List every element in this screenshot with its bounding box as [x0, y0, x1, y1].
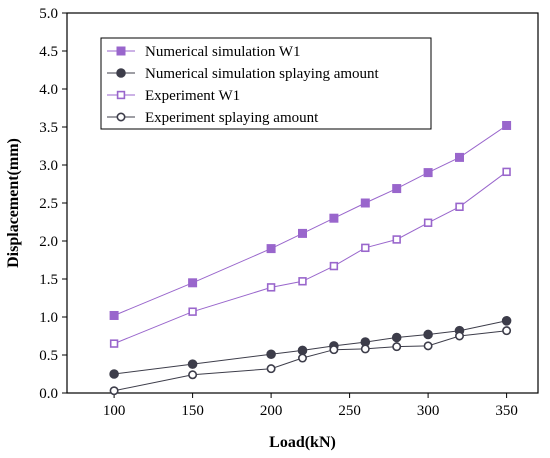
- x-tick-label: 300: [417, 403, 440, 419]
- data-point: [329, 213, 339, 223]
- legend-marker: [116, 68, 126, 78]
- data-point: [423, 168, 433, 178]
- legend-marker: [116, 112, 126, 122]
- legend-label: Numerical simulation splaying amount: [145, 66, 380, 82]
- data-point: [188, 278, 198, 288]
- y-tick-label: 5.0: [39, 6, 58, 22]
- y-tick-label: 0.0: [39, 386, 58, 402]
- series-line: [113, 171, 507, 345]
- x-axis-title: Load(kN): [269, 434, 336, 451]
- data-point: [360, 344, 370, 354]
- series-line: [113, 125, 507, 316]
- y-tick-label: 2.0: [39, 234, 58, 250]
- data-point: [109, 369, 119, 379]
- y-tick-label: 2.5: [39, 196, 58, 212]
- series-1: [109, 120, 512, 320]
- data-point: [266, 244, 276, 254]
- series-layer: [109, 120, 512, 396]
- legend: Numerical simulation W1 Numerical simulat…: [100, 37, 432, 130]
- data-point: [266, 349, 276, 360]
- data-point: [297, 345, 308, 356]
- data-point: [266, 283, 276, 292]
- data-point: [455, 202, 464, 211]
- x-tick-label: 250: [338, 403, 361, 419]
- data-point: [109, 339, 119, 348]
- x-axis: 100 150 200 250 300 350: [103, 393, 518, 419]
- data-point: [423, 341, 433, 351]
- y-tick-label: 1.0: [39, 310, 58, 326]
- legend-item: Experiment W1: [107, 88, 240, 104]
- y-tick-label: 3.0: [39, 158, 58, 174]
- data-point: [188, 370, 198, 380]
- data-point: [392, 184, 402, 194]
- data-point: [329, 261, 339, 271]
- data-point: [297, 353, 307, 363]
- data-point: [298, 277, 307, 286]
- y-tick-label: 1.5: [39, 272, 58, 288]
- data-point: [360, 198, 370, 208]
- data-point: [361, 243, 370, 253]
- legend-marker: [116, 46, 126, 56]
- data-point: [502, 326, 512, 336]
- data-point: [423, 218, 433, 227]
- series-4: [109, 326, 512, 396]
- x-tick-label: 350: [495, 403, 518, 419]
- data-point: [502, 167, 511, 177]
- data-point: [501, 316, 512, 326]
- data-point: [392, 342, 402, 352]
- data-point: [298, 228, 307, 238]
- y-tick-label: 0.5: [39, 348, 58, 364]
- data-point: [392, 235, 401, 244]
- legend-label: Experiment splaying amount: [145, 110, 319, 126]
- y-axis-title: Displacement(mm): [5, 138, 22, 268]
- data-point: [188, 307, 197, 316]
- data-point: [423, 329, 433, 340]
- y-tick-label: 4.0: [39, 82, 58, 98]
- legend-label: Numerical simulation W1: [145, 44, 301, 60]
- data-point: [329, 345, 339, 355]
- legend-item: Numerical simulation splaying amount: [107, 66, 380, 82]
- data-point: [109, 386, 119, 396]
- data-point: [391, 332, 402, 343]
- y-tick-label: 3.5: [39, 120, 58, 136]
- x-tick-label: 100: [103, 403, 126, 419]
- legend-item: Numerical simulation W1: [107, 44, 301, 60]
- legend-marker: [116, 90, 126, 100]
- x-tick-label: 150: [181, 403, 204, 419]
- series-line: [114, 330, 507, 392]
- x-tick-label: 200: [260, 403, 283, 419]
- legend-item: Experiment splaying amount: [107, 110, 319, 126]
- series-line: [114, 320, 507, 375]
- series-3: [109, 167, 511, 348]
- data-point: [187, 359, 198, 369]
- legend-label: Experiment W1: [145, 88, 240, 104]
- y-tick-label: 4.5: [39, 44, 58, 60]
- data-point: [266, 364, 276, 374]
- data-point: [502, 120, 512, 130]
- data-point: [455, 152, 464, 162]
- data-point: [109, 310, 119, 320]
- data-point: [454, 331, 464, 341]
- y-axis: 0.0 0.5 1.0 1.5 2.0 2.5 3.0 3.5 4.0 4.5 5.0: [39, 6, 67, 402]
- series-2: [109, 316, 512, 379]
- legend-box: [100, 37, 432, 130]
